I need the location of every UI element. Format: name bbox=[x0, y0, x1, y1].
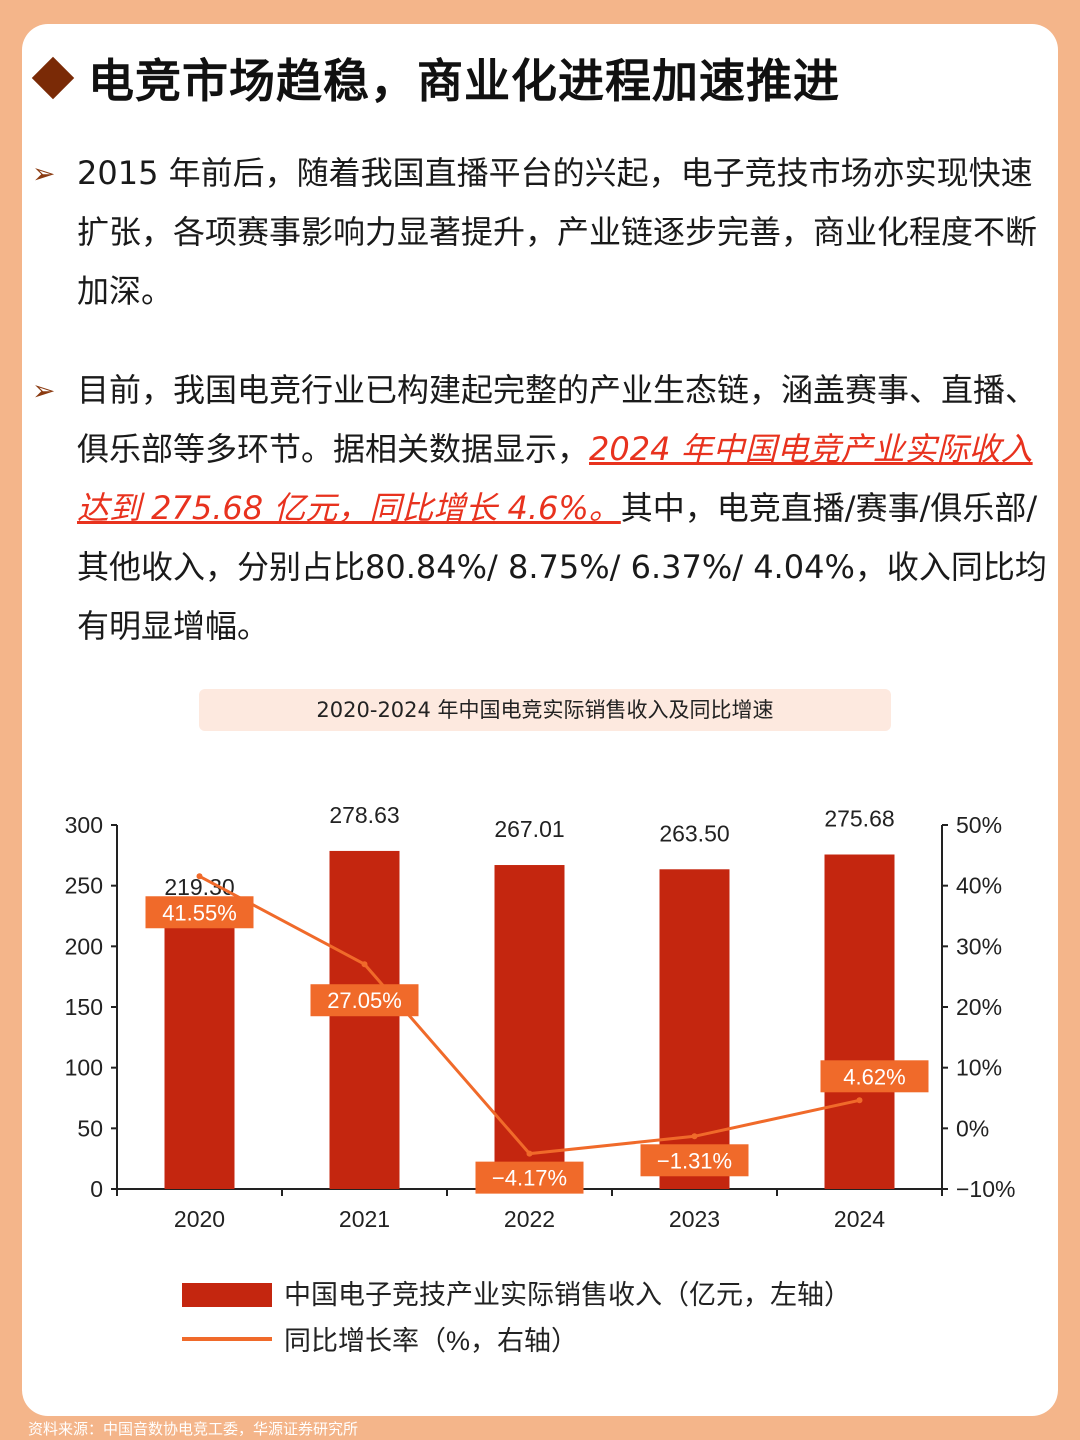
growth-rate-point bbox=[691, 1133, 698, 1140]
legend-line-label: 同比增长率（%，右轴） bbox=[284, 1326, 578, 1356]
growth-rate-point bbox=[526, 1150, 533, 1157]
right-axis-tick-label: −10% bbox=[956, 1176, 1015, 1202]
growth-rate-point bbox=[856, 1097, 863, 1104]
growth-rate-label-box bbox=[475, 1161, 584, 1194]
paragraph-2: ➢ 目前，我国电竞行业已构建起完整的产业生态链，涵盖赛事、直播、俱乐部等多环节。… bbox=[32, 361, 1047, 656]
growth-rate-label: −4.17% bbox=[492, 1166, 567, 1191]
paragraph-2-text: 目前，我国电竞行业已构建起完整的产业生态链，涵盖赛事、直播、俱乐部等多环节。据相… bbox=[77, 361, 1047, 656]
growth-rate-label-box bbox=[640, 1144, 749, 1177]
left-axis-tick-label: 50 bbox=[77, 1115, 103, 1141]
right-axis-tick-label: 30% bbox=[956, 933, 1002, 959]
bar bbox=[659, 869, 730, 1189]
source-note: 资料来源：中国音数协电竞工委，华源证券研究所 bbox=[28, 1420, 359, 1438]
x-axis-tick-label: 2024 bbox=[834, 1206, 885, 1232]
growth-rate-label: 27.05% bbox=[327, 988, 402, 1013]
bar-value-label: 278.63 bbox=[329, 802, 399, 828]
growth-rate-label: −1.31% bbox=[657, 1148, 732, 1173]
growth-rate-point bbox=[196, 873, 203, 880]
growth-rate-label: 4.62% bbox=[843, 1064, 905, 1089]
paragraph-1: ➢ 2015 年前后，随着我国直播平台的兴起，电子竞技市场亦实现快速扩张，各项赛… bbox=[32, 144, 1047, 321]
bar bbox=[824, 854, 895, 1189]
right-axis-tick-label: 40% bbox=[956, 873, 1002, 899]
paragraph-2-before: 目前，我国电竞行业已构建起完整的产业生态链，涵盖赛事、直播、俱乐部等多环节。据相… bbox=[77, 371, 1038, 468]
arrow-bullet-icon: ➢ bbox=[32, 374, 56, 407]
left-axis-tick-label: 300 bbox=[65, 812, 103, 838]
left-axis-tick-label: 250 bbox=[65, 873, 103, 899]
paragraph-2-after: 其中，电竞直播/赛事/俱乐部/其他收入，分别占比80.84%/ 8.75%/ 6… bbox=[77, 489, 1047, 645]
arrow-bullet-icon: ➢ bbox=[32, 157, 56, 190]
x-axis-tick-label: 2022 bbox=[504, 1206, 555, 1232]
growth-rate-label: 41.55% bbox=[162, 900, 237, 925]
paragraph-2-highlight: 2024 年中国电竞产业实际收入达到 275.68 亿元，同比增长 4.6%。 bbox=[77, 430, 1033, 527]
bar-value-label: 275.68 bbox=[824, 806, 894, 832]
bar-value-label: 267.01 bbox=[494, 816, 564, 842]
left-axis-tick-label: 150 bbox=[65, 994, 103, 1020]
header: 电竞市场趋稳，商业化进程加速推进 bbox=[30, 46, 840, 110]
x-axis-tick-label: 2020 bbox=[174, 1206, 225, 1232]
left-axis-tick-label: 200 bbox=[65, 933, 103, 959]
bar bbox=[494, 865, 565, 1189]
growth-rate-label-box bbox=[145, 896, 254, 929]
growth-rate-label-box bbox=[310, 984, 419, 1017]
bar bbox=[164, 922, 235, 1189]
page-title: 电竞市场趋稳，商业化进程加速推进 bbox=[88, 54, 840, 108]
chart-title: 2020-2024 年中国电竞实际销售收入及同比增速 bbox=[199, 689, 891, 731]
right-axis-tick-label: 20% bbox=[956, 994, 1002, 1020]
growth-rate-point bbox=[361, 961, 368, 968]
paragraph-1-text: 2015 年前后，随着我国直播平台的兴起，电子竞技市场亦实现快速扩张，各项赛事影… bbox=[77, 154, 1038, 310]
left-axis-tick-label: 100 bbox=[65, 1055, 103, 1081]
content-card: 电竞市场趋稳，商业化进程加速推进 ➢ 2015 年前后，随着我国直播平台的兴起，… bbox=[22, 24, 1058, 1416]
bar bbox=[329, 850, 400, 1189]
legend-bar-swatch bbox=[182, 1283, 272, 1307]
growth-rate-label-box bbox=[820, 1060, 929, 1093]
right-axis-tick-label: 0% bbox=[956, 1115, 989, 1141]
chart: 0 50 100 150 200 250 300 −10% 0% 10% 20% 30% 40% 50% 2… bbox=[65, 802, 1016, 1356]
right-axis-tick-label: 50% bbox=[956, 812, 1002, 838]
left-axis-tick-label: 0 bbox=[90, 1176, 103, 1202]
x-axis-tick-label: 2023 bbox=[669, 1206, 720, 1232]
legend-bar-label: 中国电子竞技产业实际销售收入（亿元，左轴） bbox=[284, 1280, 851, 1310]
right-axis-tick-label: 10% bbox=[956, 1055, 1002, 1081]
x-axis-tick-label: 2021 bbox=[339, 1206, 390, 1232]
bar-value-label: 263.50 bbox=[659, 820, 729, 846]
